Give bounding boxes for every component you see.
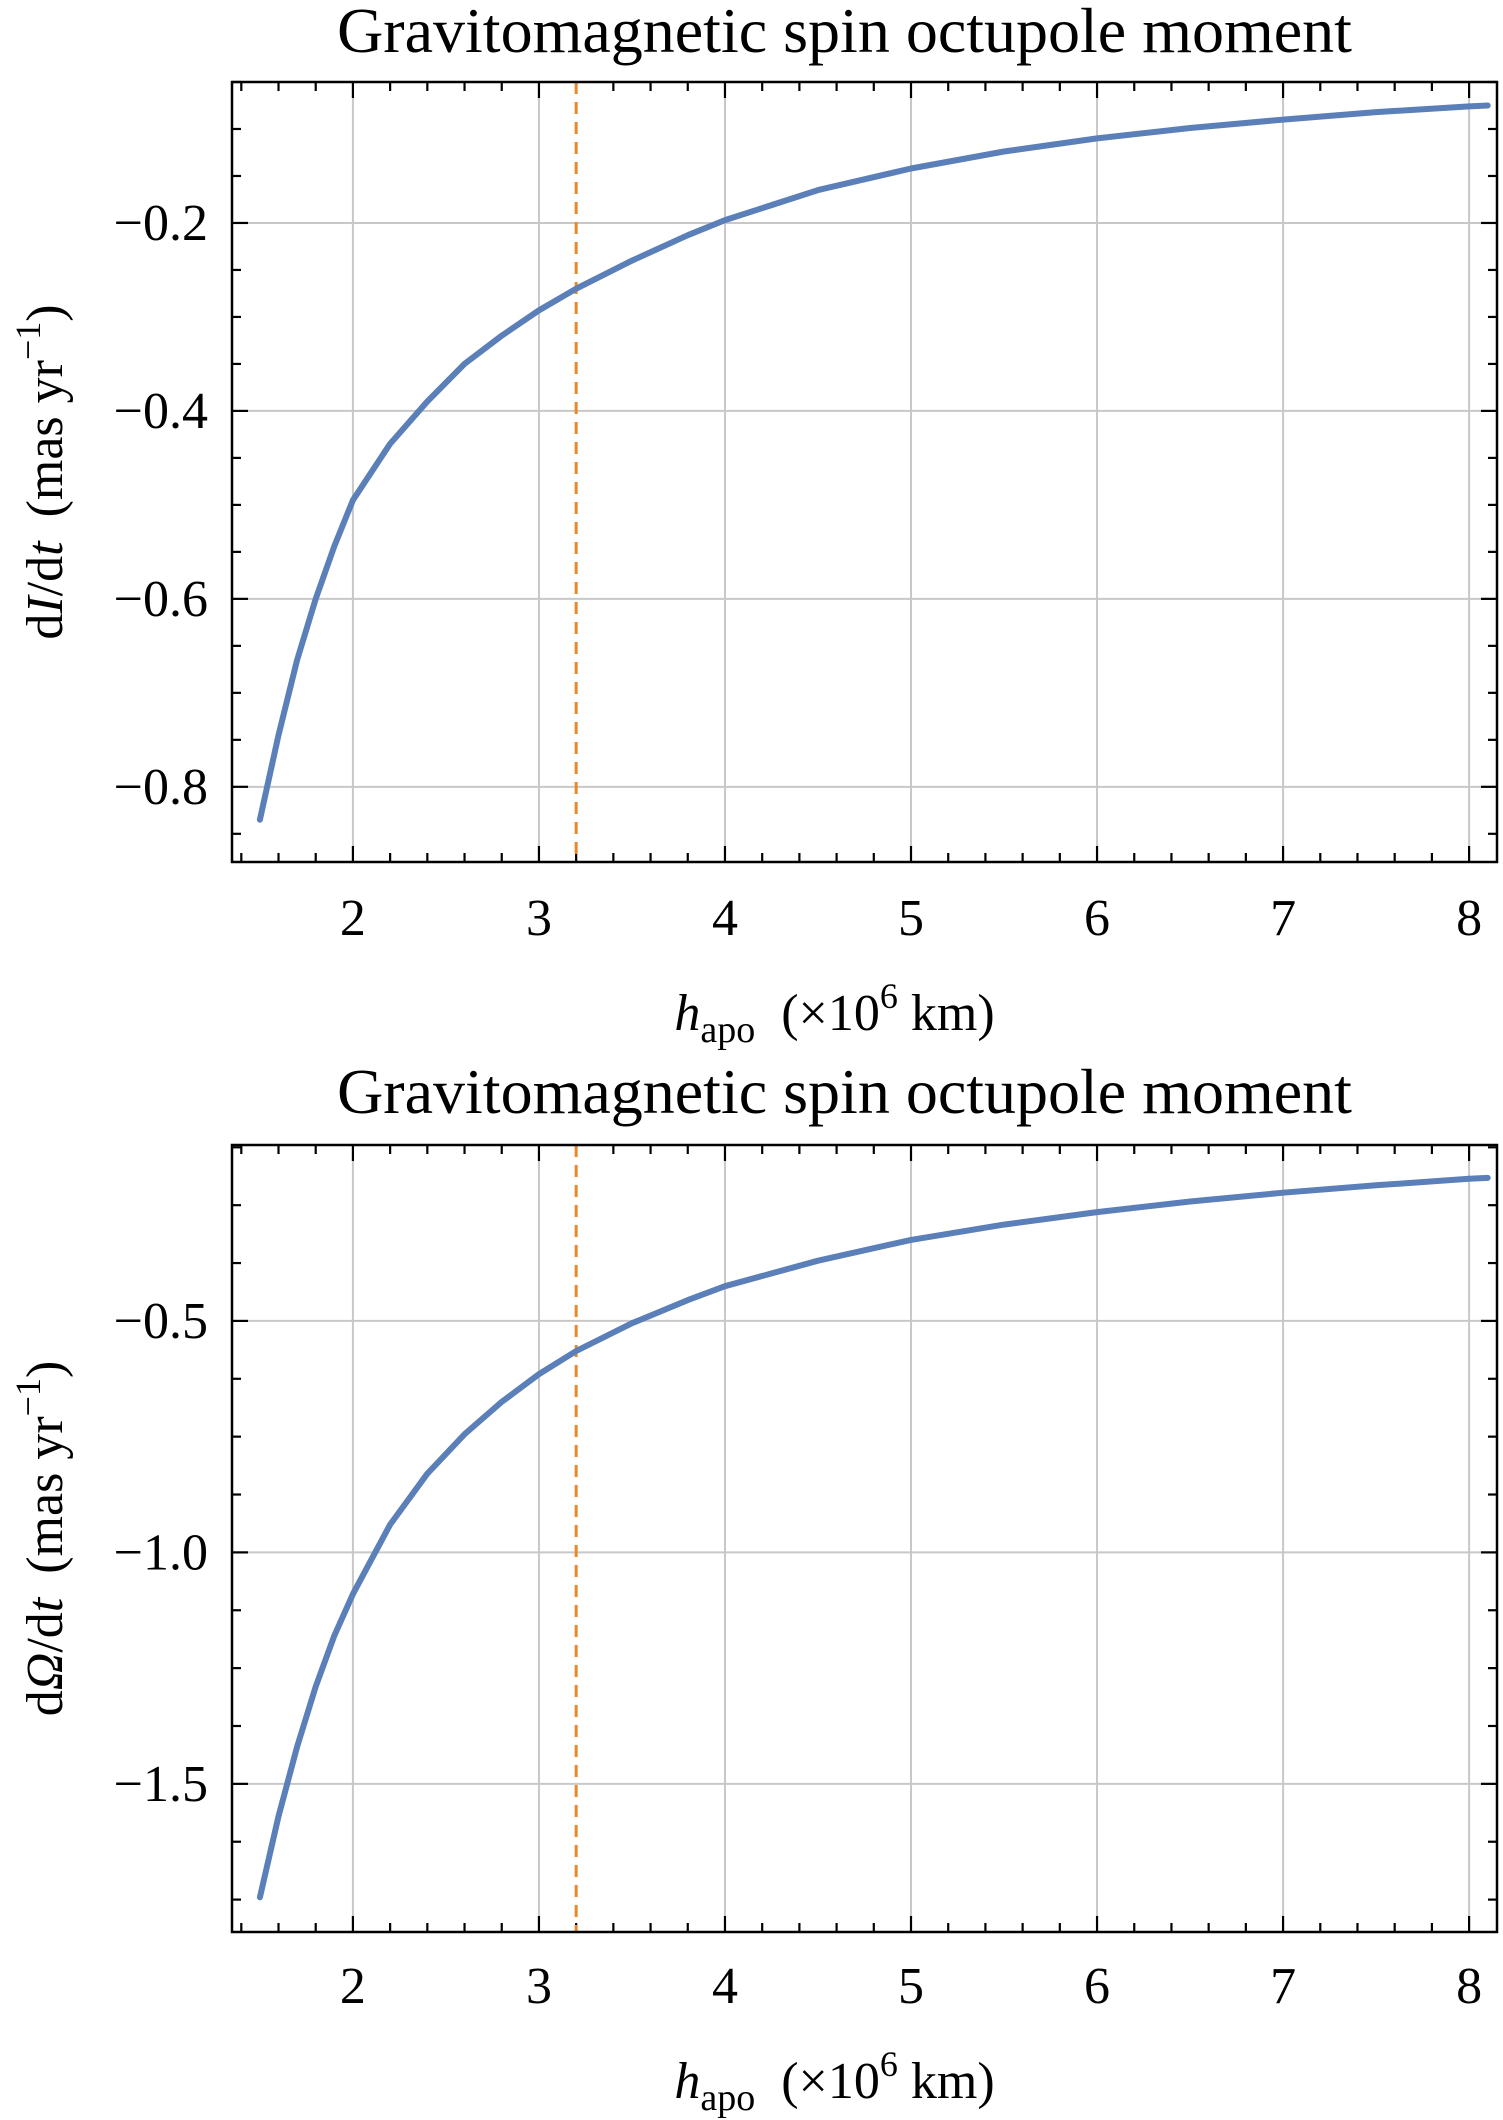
x-tick-label: 4 [712, 1958, 738, 2015]
plot-panel-1: Gravitomagnetic spin octupole moment 2 3 4 5… [8, 0, 1499, 1051]
x-axis-unit-post: km) [898, 2053, 995, 2110]
x-axis-unit-exp: 6 [880, 976, 898, 1016]
y-tick-label: −0.5 [114, 1293, 208, 1350]
x-tick-label: 5 [898, 1958, 924, 2015]
x-tick-label: 3 [526, 890, 552, 947]
y-axis-unit-exp: −1 [8, 1378, 48, 1416]
x-axis-label: hapo (×106 km) [674, 2044, 994, 2119]
x-tick-label: 7 [1270, 890, 1296, 947]
x-axis-label: hapo (×106 km) [674, 976, 994, 1051]
y-axis-label: dΩ/dt (mas yr−1) [8, 1361, 74, 1717]
x-axis-unit-post: km) [898, 985, 995, 1042]
y-axis-var: Ω [17, 1653, 74, 1691]
x-tick-label: 2 [340, 890, 366, 947]
y-axis-prefix: d [17, 1690, 74, 1716]
series-line [256, 1174, 1491, 1901]
y-axis-unit-post: ) [17, 304, 74, 321]
y-axis-unit-post: ) [17, 1361, 74, 1378]
x-tick-label: 4 [712, 890, 738, 947]
x-tick-label: 2 [340, 1958, 366, 2015]
y-axis-mid: /d [17, 1612, 74, 1652]
y-axis-var: I [17, 594, 74, 615]
x-axis-sub: apo [700, 2077, 755, 2119]
y-tick-label: −0.4 [114, 383, 208, 440]
y-tick-label: −1.0 [114, 1524, 208, 1581]
plot-panel-2: Gravitomagnetic spin octupole moment 2 3 4 5… [8, 1056, 1499, 2119]
y-axis-prefix: d [17, 614, 74, 640]
x-tick-label: 6 [1084, 1958, 1110, 2015]
y-axis-unit: (mas yr [17, 360, 74, 517]
y-axis-label: dI/dt (mas yr−1) [8, 304, 74, 639]
x-tick-label: 3 [526, 1958, 552, 2015]
y-axis-unit-exp: −1 [8, 322, 48, 360]
x-axis-unit: (×10 [781, 2053, 880, 2110]
x-axis-unit: (×10 [781, 985, 880, 1042]
y-tick-label: −0.6 [114, 571, 208, 628]
y-tick-label: −1.5 [114, 1756, 208, 1813]
x-axis-sub: apo [700, 1009, 755, 1051]
x-axis-var: h [674, 2053, 700, 2110]
y-tick-label: −0.8 [114, 759, 208, 816]
x-tick-label: 8 [1456, 1958, 1482, 2015]
x-axis-unit-exp: 6 [880, 2044, 898, 2084]
x-tick-label: 7 [1270, 1958, 1296, 2015]
chart-title: Gravitomagnetic spin octupole moment [337, 1056, 1352, 1127]
y-axis-var2: t [17, 540, 74, 556]
x-axis-var: h [674, 985, 700, 1042]
y-axis-var2: t [17, 1596, 74, 1612]
x-tick-label: 8 [1456, 890, 1482, 947]
plot-frame [230, 1143, 1499, 1934]
x-tick-label: 6 [1084, 890, 1110, 947]
plot-frame [230, 80, 1499, 864]
y-axis-unit: (mas yr [17, 1416, 74, 1573]
x-tick-label: 5 [898, 890, 924, 947]
series-line [256, 102, 1491, 823]
y-tick-label: −0.2 [114, 195, 208, 252]
chart-title: Gravitomagnetic spin octupole moment [337, 0, 1352, 66]
y-axis-mid: /d [17, 556, 74, 596]
